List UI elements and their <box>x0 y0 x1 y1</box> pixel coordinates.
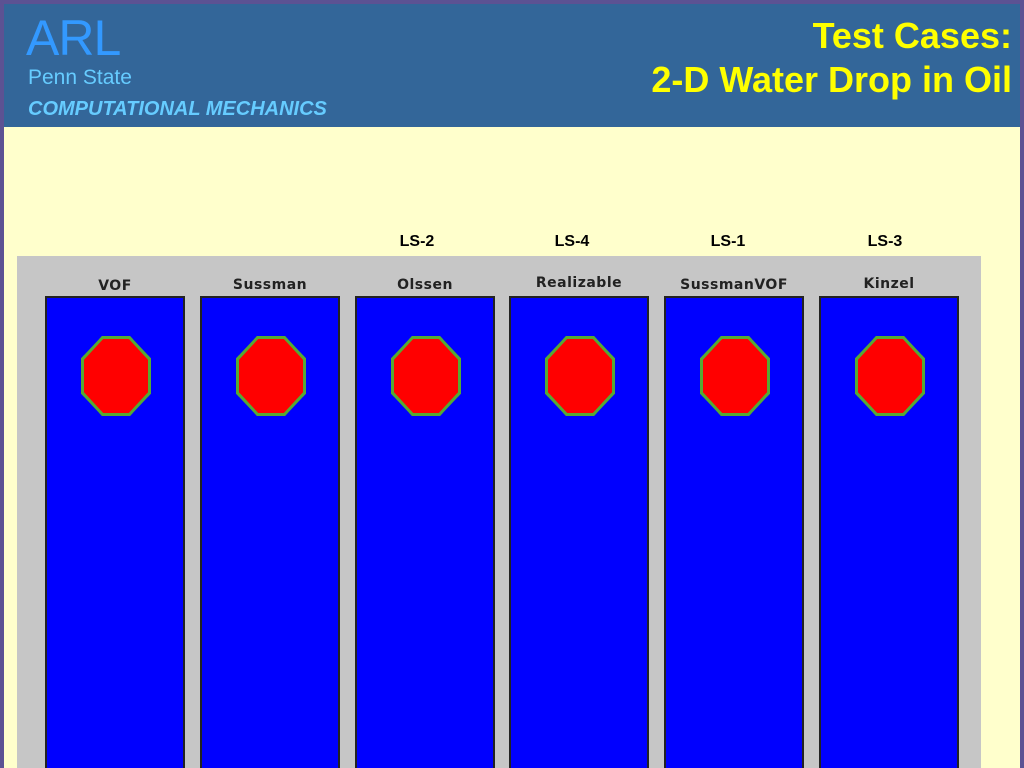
department-name: COMPUTATIONAL MECHANICS <box>28 98 327 120</box>
simulation-domain-realizable <box>509 296 649 768</box>
organization-name: Penn State <box>28 66 132 89</box>
panel-title-olssen: Olssen <box>397 277 453 293</box>
water-drop <box>239 339 303 413</box>
case-label-sussmanvof: LS-1 <box>710 233 746 250</box>
water-drop <box>84 339 148 413</box>
slide-title: Test Cases: 2-D Water Drop in Oil <box>651 14 1012 102</box>
simulation-figure: VOF Sussman Olssen Realizable SussmanVOF… <box>17 256 981 768</box>
slide: ARL Penn State COMPUTATIONAL MECHANICS T… <box>4 4 1020 768</box>
case-label-olssen: LS-2 <box>399 233 435 250</box>
water-drop <box>394 339 458 413</box>
simulation-domain-olssen <box>355 296 495 768</box>
case-label-realizable: LS-4 <box>554 233 590 250</box>
simulation-domain-sussman <box>200 296 340 768</box>
simulation-domain-vof <box>45 296 185 768</box>
panel-title-sussman: Sussman <box>232 277 308 293</box>
arl-logo: ARL <box>26 10 121 66</box>
panel-title-sussmanvof: SussmanVOF <box>680 277 788 293</box>
simulation-domain-sussmanvof <box>664 296 804 768</box>
slide-title-line1: Test Cases: <box>812 15 1012 56</box>
case-label-kinzel: LS-3 <box>867 233 903 250</box>
water-drop <box>703 339 767 413</box>
panel-title-kinzel: Kinzel <box>863 276 915 292</box>
slide-title-line2: 2-D Water Drop in Oil <box>651 59 1012 100</box>
panel-title-realizable: Realizable <box>535 275 623 291</box>
panel-title-vof: VOF <box>98 278 132 294</box>
water-drop <box>548 339 612 413</box>
simulation-domain-kinzel <box>819 296 959 768</box>
water-drop <box>858 339 922 413</box>
header-bar: ARL Penn State COMPUTATIONAL MECHANICS T… <box>4 4 1020 127</box>
